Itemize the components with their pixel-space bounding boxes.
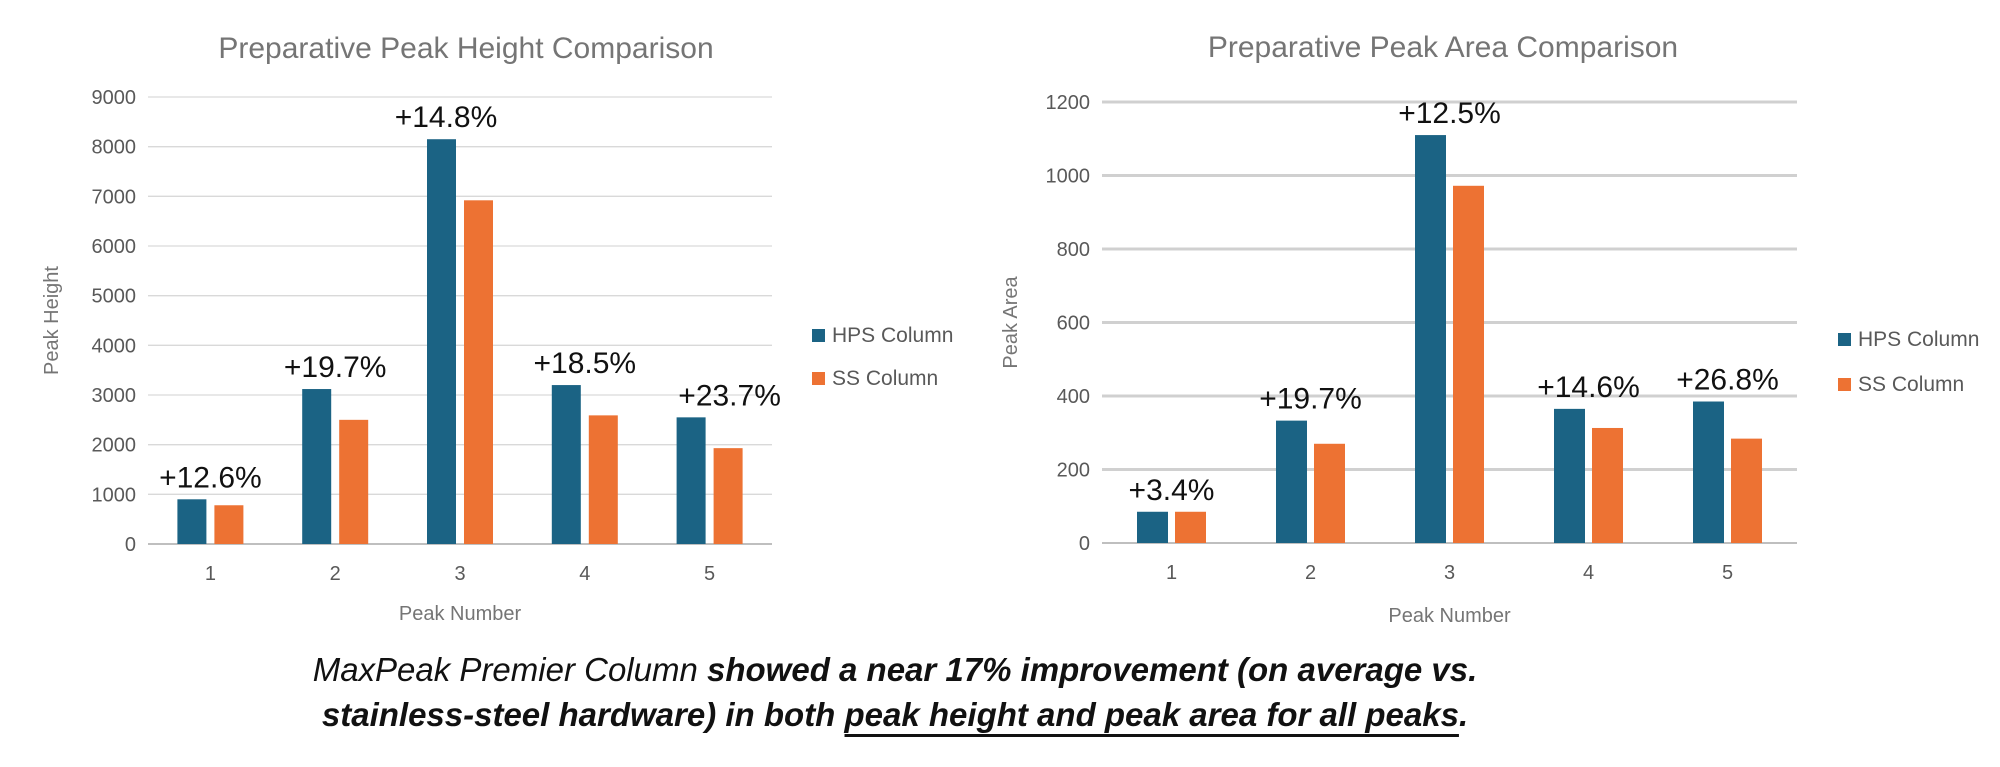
- x-tick-label: 1: [1166, 562, 1177, 584]
- improvement-label-peak-4: +18.5%: [534, 347, 637, 380]
- improvement-label-peak-3: +14.8%: [395, 101, 498, 134]
- x-axis-label: Peak Number: [1388, 605, 1511, 627]
- legend-swatch: [812, 329, 825, 342]
- hps-bar-peak-1: [1137, 511, 1168, 543]
- y-tick-label: 0: [1079, 533, 1090, 555]
- ss-bar-peak-5: [713, 448, 743, 544]
- caption-line-2: stainless-steel hardware) in both peak h…: [0, 696, 1790, 734]
- x-tick-label: 4: [1583, 562, 1594, 584]
- y-axis-label: Peak Height: [41, 266, 63, 375]
- y-tick-label: 0: [125, 534, 136, 556]
- x-axis-label: Peak Number: [399, 603, 522, 625]
- y-tick-label: 4000: [92, 335, 137, 357]
- improvement-label-peak-4: +14.6%: [1537, 371, 1640, 404]
- x-tick-label: 1: [205, 563, 216, 585]
- y-tick-label: 1000: [92, 484, 137, 506]
- y-tick-label: 2000: [92, 435, 137, 457]
- y-tick-label: 8000: [92, 137, 137, 159]
- legend-entry: SS Column: [832, 367, 938, 390]
- x-tick-label: 2: [330, 563, 341, 585]
- caption-claim-part-2: stainless-steel hardware) in both: [321, 696, 836, 733]
- hps-bar-peak-1: [177, 499, 207, 544]
- y-tick-label: 9000: [92, 87, 137, 109]
- y-tick-label: 3000: [92, 385, 137, 407]
- chart-title: Preparative Peak Area Comparison: [1208, 31, 1678, 64]
- improvement-label-peak-3: +12.5%: [1398, 97, 1501, 130]
- ss-bar-peak-5: [1731, 438, 1762, 543]
- hps-bar-peak-3: [427, 139, 456, 544]
- caption-line-1: MaxPeak Premier Column showed a near 17%…: [0, 651, 1790, 689]
- y-tick-label: 7000: [92, 186, 137, 208]
- y-tick-label: 400: [1057, 386, 1090, 408]
- hps-bar-peak-4: [1554, 408, 1585, 543]
- y-tick-label: 1200: [1046, 92, 1091, 114]
- y-tick-label: 5000: [92, 286, 137, 308]
- hps-bar-peak-3: [1415, 135, 1446, 543]
- y-tick-label: 200: [1057, 460, 1090, 482]
- y-tick-label: 6000: [92, 236, 137, 258]
- improvement-label-peak-1: +3.4%: [1129, 474, 1215, 507]
- ss-bar-peak-3: [1453, 185, 1484, 544]
- legend-entry: HPS Column: [1858, 328, 1979, 351]
- x-tick-label: 3: [1444, 562, 1455, 584]
- x-tick-label: 4: [579, 563, 590, 585]
- improvement-label-peak-5: +26.8%: [1676, 364, 1779, 397]
- y-tick-label: 800: [1057, 239, 1090, 261]
- x-tick-label: 5: [704, 563, 715, 585]
- caption-underlined-claim: peak height and peak area for all peaks: [844, 696, 1459, 733]
- hps-bar-peak-2: [1276, 420, 1307, 543]
- ss-bar-peak-2: [1314, 443, 1345, 543]
- ss-bar-peak-1: [1175, 511, 1206, 543]
- caption-product-name: MaxPeak Premier Column: [312, 651, 698, 688]
- x-tick-label: 5: [1722, 562, 1733, 584]
- legend-swatch: [1838, 378, 1851, 391]
- ss-bar-peak-2: [339, 419, 369, 544]
- legend-entry: SS Column: [1858, 373, 1964, 396]
- caption-period: .: [1458, 696, 1469, 733]
- legend-entry: HPS Column: [832, 324, 953, 347]
- legend-swatch: [1838, 333, 1851, 346]
- x-tick-label: 3: [454, 563, 465, 585]
- peak-height-chart: Preparative Peak Height Comparison 0 1000 2…: [41, 32, 953, 625]
- hps-bar-peak-2: [302, 389, 332, 544]
- y-tick-label: 600: [1057, 313, 1090, 335]
- improvement-label-peak-5: +23.7%: [678, 379, 781, 412]
- hps-bar-peak-5: [1693, 401, 1724, 543]
- caption-claim-part-1: showed a near 17% improvement (on averag…: [707, 651, 1478, 688]
- improvement-label-peak-2: +19.7%: [1259, 383, 1362, 416]
- improvement-label-peak-2: +19.7%: [284, 351, 387, 384]
- ss-bar-peak-4: [588, 415, 618, 544]
- y-axis-label: Peak Area: [1000, 275, 1022, 368]
- improvement-label-peak-1: +12.6%: [159, 461, 262, 494]
- hps-bar-peak-5: [676, 417, 706, 544]
- y-tick-label: 1000: [1046, 166, 1091, 188]
- ss-bar-peak-1: [214, 505, 244, 544]
- ss-bar-peak-4: [1592, 427, 1623, 543]
- peak-area-chart: Preparative Peak Area Comparison 0 200 400 6…: [1000, 31, 1979, 627]
- legend-swatch: [812, 372, 825, 385]
- ss-bar-peak-3: [464, 200, 493, 544]
- hps-bar-peak-4: [551, 385, 581, 544]
- chart-title: Preparative Peak Height Comparison: [218, 32, 713, 65]
- x-tick-label: 2: [1305, 562, 1316, 584]
